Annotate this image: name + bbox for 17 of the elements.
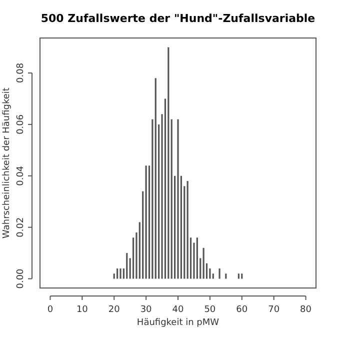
x-axis-title: Häufigkeit in pMW — [136, 318, 220, 328]
x-tick-label: 20 — [108, 305, 120, 315]
x-tick-label: 60 — [236, 305, 248, 315]
y-tick-label: 0.06 — [16, 114, 26, 134]
x-tick-label: 10 — [76, 305, 88, 315]
y-tick-label: 0.04 — [16, 166, 26, 186]
y-axis-title: Wahrscheinlichkeit der Häufigkeit — [2, 87, 12, 238]
y-tick-label: 0.00 — [16, 268, 26, 289]
x-tick-label: 40 — [172, 305, 184, 315]
x-tick-label: 80 — [300, 305, 312, 315]
y-tick-label: 0.02 — [16, 217, 26, 238]
y-tick-label: 0.08 — [16, 62, 26, 84]
x-tick-label: 70 — [268, 305, 280, 315]
x-tick-label: 0 — [47, 305, 54, 315]
chart-title: 500 Zufallswerte der "Hund"-Zufallsvariable — [40, 12, 316, 25]
x-tick-label: 50 — [204, 305, 216, 315]
x-tick-label: 30 — [140, 305, 152, 315]
